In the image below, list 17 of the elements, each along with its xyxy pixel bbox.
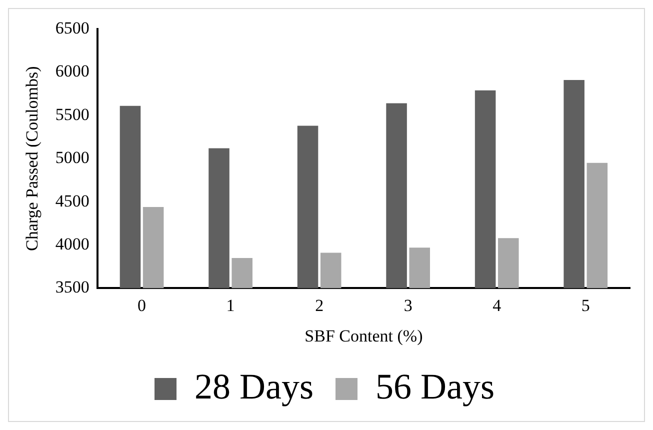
x-tick-label: 4 (492, 296, 502, 315)
y-tick-label: 3500 (55, 278, 90, 297)
legend-label: 28 Days (194, 366, 314, 406)
y-tick-label: 6000 (55, 62, 90, 81)
x-tick-label: 3 (404, 296, 412, 315)
legend-label: 56 Days (376, 366, 494, 406)
y-tick-label: 5500 (55, 104, 90, 124)
y-tick-label: 6500 (55, 18, 90, 38)
x-axis-title: SBF Content (%) (304, 326, 423, 346)
y-axis-title: Charge Passed (Coulombs) (22, 66, 42, 251)
y-tick-label: 5000 (55, 148, 90, 168)
x-tick-label: 2 (315, 296, 324, 315)
x-tick-label: 0 (138, 296, 146, 315)
x-tick-label: 5 (581, 296, 590, 315)
y-tick-label: 4000 (55, 234, 90, 254)
x-tick-label: 1 (226, 296, 235, 315)
y-tick-label: 4500 (55, 191, 90, 210)
